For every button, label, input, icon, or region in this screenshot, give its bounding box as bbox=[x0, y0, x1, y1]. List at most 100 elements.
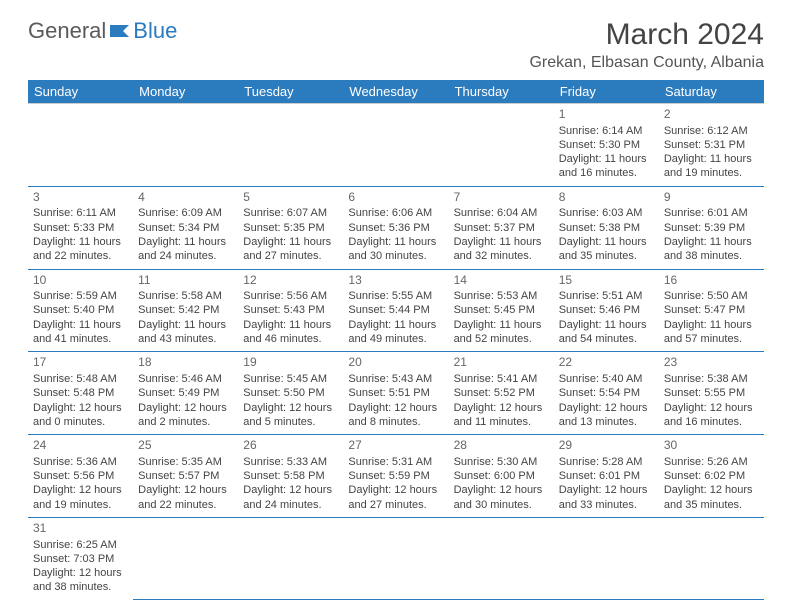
day-detail: and 30 minutes. bbox=[454, 498, 549, 512]
day-detail: Daylight: 11 hours bbox=[454, 235, 549, 249]
flag-icon bbox=[109, 23, 131, 39]
calendar-day-cell: 23Sunrise: 5:38 AMSunset: 5:55 PMDayligh… bbox=[659, 352, 764, 435]
day-detail: Sunrise: 6:03 AM bbox=[559, 206, 654, 220]
header: General Blue March 2024 Grekan, Elbasan … bbox=[28, 18, 764, 72]
day-detail: Sunrise: 6:11 AM bbox=[33, 206, 128, 220]
day-detail: Sunrise: 5:51 AM bbox=[559, 289, 654, 303]
calendar-day-cell: 14Sunrise: 5:53 AMSunset: 5:45 PMDayligh… bbox=[449, 269, 554, 352]
day-number: 5 bbox=[243, 190, 338, 206]
weekday-header: Tuesday bbox=[238, 80, 343, 104]
calendar-empty-cell bbox=[554, 517, 659, 599]
day-detail: and 30 minutes. bbox=[348, 249, 443, 263]
day-detail: and 22 minutes. bbox=[138, 498, 233, 512]
day-detail: and 54 minutes. bbox=[559, 332, 654, 346]
weekday-header: Wednesday bbox=[343, 80, 448, 104]
calendar-day-cell: 27Sunrise: 5:31 AMSunset: 5:59 PMDayligh… bbox=[343, 435, 448, 518]
day-number: 9 bbox=[664, 190, 759, 206]
calendar-empty-cell bbox=[238, 104, 343, 187]
calendar-day-cell: 24Sunrise: 5:36 AMSunset: 5:56 PMDayligh… bbox=[28, 435, 133, 518]
day-detail: Sunrise: 6:14 AM bbox=[559, 124, 654, 138]
day-number: 11 bbox=[138, 273, 233, 289]
day-detail: and 43 minutes. bbox=[138, 332, 233, 346]
day-detail: Sunset: 5:58 PM bbox=[243, 469, 338, 483]
day-detail: Daylight: 12 hours bbox=[138, 401, 233, 415]
location: Grekan, Elbasan County, Albania bbox=[529, 54, 764, 72]
day-detail: and 22 minutes. bbox=[33, 249, 128, 263]
day-detail: and 49 minutes. bbox=[348, 332, 443, 346]
calendar-week-row: 10Sunrise: 5:59 AMSunset: 5:40 PMDayligh… bbox=[28, 269, 764, 352]
calendar-day-cell: 17Sunrise: 5:48 AMSunset: 5:48 PMDayligh… bbox=[28, 352, 133, 435]
calendar-day-cell: 9Sunrise: 6:01 AMSunset: 5:39 PMDaylight… bbox=[659, 186, 764, 269]
day-detail: Sunrise: 5:30 AM bbox=[454, 455, 549, 469]
calendar-day-cell: 12Sunrise: 5:56 AMSunset: 5:43 PMDayligh… bbox=[238, 269, 343, 352]
day-detail: Daylight: 12 hours bbox=[33, 566, 128, 580]
day-detail: Daylight: 12 hours bbox=[559, 483, 654, 497]
day-detail: Sunset: 5:31 PM bbox=[664, 138, 759, 152]
day-detail: and 8 minutes. bbox=[348, 415, 443, 429]
day-detail: Daylight: 11 hours bbox=[348, 235, 443, 249]
calendar-day-cell: 8Sunrise: 6:03 AMSunset: 5:38 PMDaylight… bbox=[554, 186, 659, 269]
day-detail: and 16 minutes. bbox=[559, 166, 654, 180]
day-detail: Daylight: 12 hours bbox=[348, 483, 443, 497]
calendar-week-row: 31Sunrise: 6:25 AMSunset: 7:03 PMDayligh… bbox=[28, 517, 764, 599]
day-detail: Daylight: 11 hours bbox=[138, 318, 233, 332]
day-detail: Sunset: 5:30 PM bbox=[559, 138, 654, 152]
day-detail: and 41 minutes. bbox=[33, 332, 128, 346]
day-number: 4 bbox=[138, 190, 233, 206]
day-detail: Daylight: 11 hours bbox=[559, 235, 654, 249]
day-detail: Daylight: 11 hours bbox=[559, 152, 654, 166]
weekday-header: Thursday bbox=[449, 80, 554, 104]
day-detail: Daylight: 11 hours bbox=[664, 318, 759, 332]
calendar-day-cell: 7Sunrise: 6:04 AMSunset: 5:37 PMDaylight… bbox=[449, 186, 554, 269]
day-detail: Sunrise: 6:07 AM bbox=[243, 206, 338, 220]
day-number: 12 bbox=[243, 273, 338, 289]
day-detail: Sunset: 5:59 PM bbox=[348, 469, 443, 483]
day-detail: Sunset: 6:00 PM bbox=[454, 469, 549, 483]
day-detail: Sunset: 5:36 PM bbox=[348, 221, 443, 235]
day-detail: and 57 minutes. bbox=[664, 332, 759, 346]
day-detail: Daylight: 11 hours bbox=[348, 318, 443, 332]
day-detail: and 5 minutes. bbox=[243, 415, 338, 429]
day-detail: Sunrise: 5:38 AM bbox=[664, 372, 759, 386]
day-detail: Sunset: 5:38 PM bbox=[559, 221, 654, 235]
day-detail: Sunrise: 6:04 AM bbox=[454, 206, 549, 220]
calendar-day-cell: 13Sunrise: 5:55 AMSunset: 5:44 PMDayligh… bbox=[343, 269, 448, 352]
day-detail: Sunrise: 5:43 AM bbox=[348, 372, 443, 386]
calendar-day-cell: 22Sunrise: 5:40 AMSunset: 5:54 PMDayligh… bbox=[554, 352, 659, 435]
day-detail: and 46 minutes. bbox=[243, 332, 338, 346]
day-detail: Sunset: 5:46 PM bbox=[559, 303, 654, 317]
day-detail: Daylight: 11 hours bbox=[33, 235, 128, 249]
day-detail: Sunrise: 5:36 AM bbox=[33, 455, 128, 469]
day-detail: Sunset: 5:55 PM bbox=[664, 386, 759, 400]
day-detail: and 11 minutes. bbox=[454, 415, 549, 429]
day-detail: Sunrise: 5:31 AM bbox=[348, 455, 443, 469]
day-detail: Sunrise: 6:12 AM bbox=[664, 124, 759, 138]
calendar-day-cell: 10Sunrise: 5:59 AMSunset: 5:40 PMDayligh… bbox=[28, 269, 133, 352]
day-number: 3 bbox=[33, 190, 128, 206]
day-number: 19 bbox=[243, 355, 338, 371]
calendar-empty-cell bbox=[449, 104, 554, 187]
day-detail: and 38 minutes. bbox=[33, 580, 128, 594]
day-detail: Sunset: 5:52 PM bbox=[454, 386, 549, 400]
day-number: 22 bbox=[559, 355, 654, 371]
day-detail: Sunset: 5:44 PM bbox=[348, 303, 443, 317]
day-detail: Sunrise: 5:55 AM bbox=[348, 289, 443, 303]
day-detail: Sunset: 5:35 PM bbox=[243, 221, 338, 235]
day-detail: Daylight: 12 hours bbox=[33, 401, 128, 415]
calendar-day-cell: 21Sunrise: 5:41 AMSunset: 5:52 PMDayligh… bbox=[449, 352, 554, 435]
calendar-body: 1Sunrise: 6:14 AMSunset: 5:30 PMDaylight… bbox=[28, 104, 764, 600]
day-detail: Daylight: 11 hours bbox=[243, 318, 338, 332]
day-number: 18 bbox=[138, 355, 233, 371]
day-detail: Sunrise: 5:28 AM bbox=[559, 455, 654, 469]
calendar-day-cell: 1Sunrise: 6:14 AMSunset: 5:30 PMDaylight… bbox=[554, 104, 659, 187]
day-detail: Sunset: 5:40 PM bbox=[33, 303, 128, 317]
day-detail: Sunrise: 5:40 AM bbox=[559, 372, 654, 386]
day-number: 14 bbox=[454, 273, 549, 289]
day-detail: Daylight: 11 hours bbox=[138, 235, 233, 249]
day-detail: Daylight: 11 hours bbox=[559, 318, 654, 332]
calendar-day-cell: 28Sunrise: 5:30 AMSunset: 6:00 PMDayligh… bbox=[449, 435, 554, 518]
day-detail: Sunrise: 5:45 AM bbox=[243, 372, 338, 386]
title-block: March 2024 Grekan, Elbasan County, Alban… bbox=[529, 18, 764, 72]
day-detail: and 35 minutes. bbox=[559, 249, 654, 263]
calendar-day-cell: 3Sunrise: 6:11 AMSunset: 5:33 PMDaylight… bbox=[28, 186, 133, 269]
